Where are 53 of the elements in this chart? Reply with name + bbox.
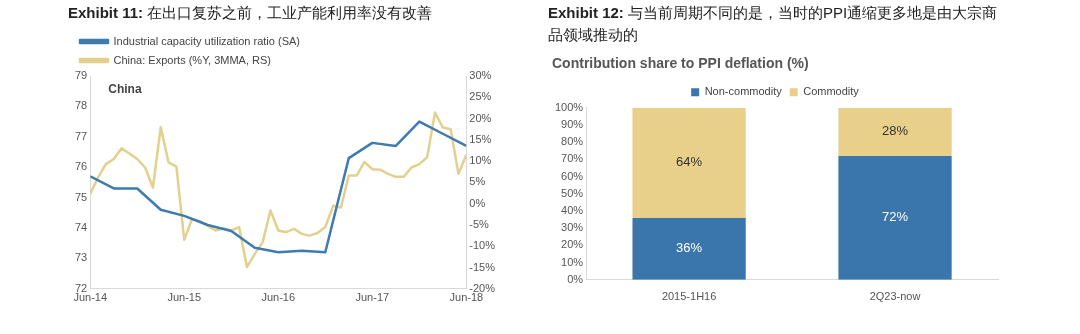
y2-tick-label: 0% — [469, 196, 486, 209]
y2-tick-label: 5% — [469, 175, 486, 188]
y-tick-label: 78 — [74, 99, 88, 112]
legend-label: China: Exports (%Y, 3MMA, RS) — [113, 53, 272, 66]
y-tick-label: 76 — [74, 160, 88, 173]
x-tick-label: Jun-18 — [449, 291, 484, 304]
y2-tick-label: -5% — [469, 217, 490, 230]
y-tick-label: 79 — [74, 69, 88, 82]
y2-tick-label: 15% — [469, 132, 492, 145]
data-label: 64% — [676, 154, 703, 170]
annotation: China — [108, 82, 142, 97]
y-tick-label: 10% — [561, 255, 584, 268]
y2-tick-label: -20% — [469, 281, 496, 294]
chart-title: Exhibit 12: 与当前周期不同的是，当时的PPI通缩更多地是由大宗商品领域推动的 — [548, 4, 998, 43]
y-tick-label: 30% — [561, 221, 584, 234]
data-label: 36% — [676, 240, 703, 256]
data-label: 28% — [882, 123, 909, 139]
y-tick-label: 20% — [561, 238, 584, 251]
y2-tick-label: 10% — [469, 154, 492, 167]
x-tick-label: Jun-16 — [261, 291, 296, 304]
x-tick-label: Jun-14 — [73, 291, 108, 304]
y-tick-label: 50% — [561, 186, 584, 199]
data-label: 72% — [882, 209, 909, 225]
y-tick-label: 40% — [561, 204, 584, 217]
y-tick-label: 100% — [554, 100, 584, 113]
x-tick-label: 2Q23-now — [869, 290, 921, 303]
y2-tick-label: -10% — [469, 239, 496, 252]
legend-label: Industrial capacity utilization ratio (SA) — [113, 34, 300, 47]
legend-label: Non-commodity — [704, 85, 783, 98]
y2-tick-label: 20% — [469, 111, 492, 124]
bar — [632, 217, 746, 280]
y2-tick-label: -15% — [469, 260, 496, 273]
y-tick-label: 70% — [561, 152, 584, 165]
bar — [838, 107, 952, 156]
y-tick-label: 80% — [561, 135, 584, 148]
y-tick-label: 73 — [74, 251, 88, 264]
x-tick-label: 2015-1H16 — [661, 290, 717, 303]
bar — [632, 107, 746, 218]
y2-tick-label: 25% — [469, 90, 492, 103]
y-tick-label: 75 — [74, 190, 88, 203]
bar — [838, 155, 952, 280]
y2-tick-label: 30% — [469, 69, 492, 82]
legend-label: Commodity — [803, 85, 860, 98]
x-tick-label: Jun-15 — [167, 291, 202, 304]
y-tick-label: 0% — [567, 272, 584, 285]
chart-title: Exhibit 11: 在出口复苏之前，工业产能利用率没有改善 — [68, 4, 433, 21]
y-tick-label: 60% — [561, 169, 584, 182]
chart-subtitle: Contribution share to PPI deflation (%) — [552, 55, 809, 72]
y-tick-label: 77 — [74, 129, 88, 142]
y-tick-label: 90% — [561, 118, 584, 131]
y-tick-label: 74 — [74, 221, 88, 234]
x-tick-label: Jun-17 — [355, 291, 390, 304]
y-tick-label: 72 — [74, 281, 88, 294]
